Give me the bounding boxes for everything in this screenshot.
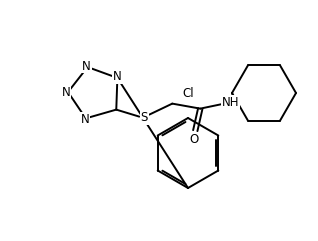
Text: N: N [113,70,122,83]
Text: Cl: Cl [182,87,194,100]
Text: N: N [62,86,70,99]
Text: N: N [80,113,89,126]
Text: S: S [141,111,148,124]
Text: N: N [82,60,91,73]
Text: NH: NH [222,96,239,109]
Text: O: O [190,133,199,146]
